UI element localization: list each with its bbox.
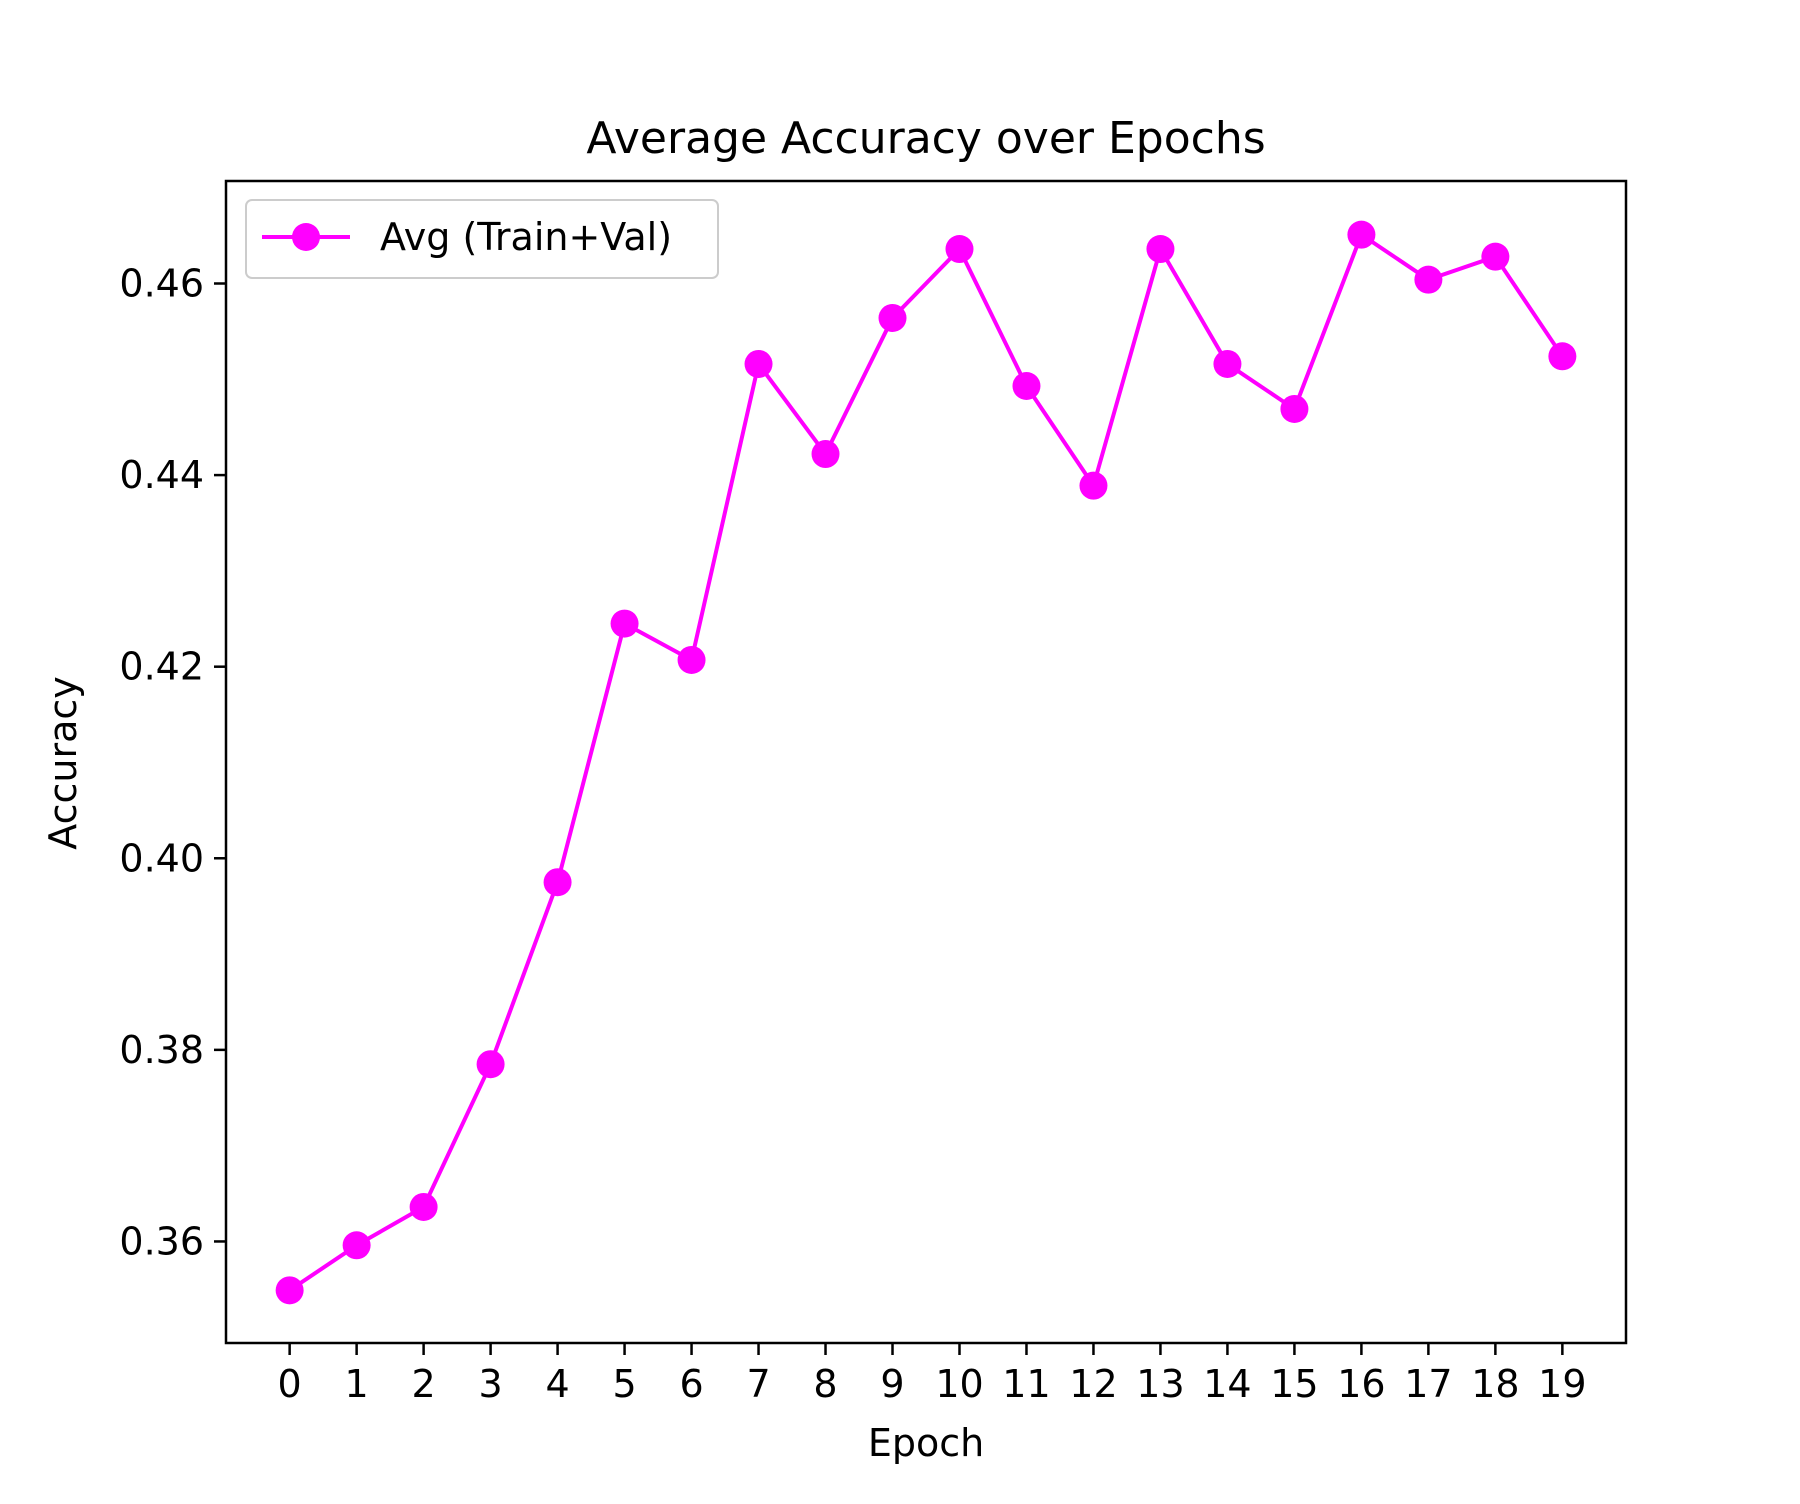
x-tick-label: 19 xyxy=(1538,1362,1586,1406)
x-tick-label: 0 xyxy=(278,1362,302,1406)
data-point xyxy=(409,1192,438,1221)
x-tick-label: 9 xyxy=(880,1362,904,1406)
x-tick-label: 2 xyxy=(412,1362,436,1406)
data-point xyxy=(945,235,974,264)
data-point xyxy=(1146,235,1175,264)
legend-marker xyxy=(292,223,320,251)
data-point xyxy=(1481,242,1510,271)
x-tick-label: 17 xyxy=(1404,1362,1452,1406)
data-point xyxy=(677,645,706,674)
x-tick-label: 5 xyxy=(612,1362,636,1406)
y-axis-label: Accuracy xyxy=(41,676,85,850)
data-point xyxy=(1280,394,1309,423)
x-tick-label: 1 xyxy=(345,1362,369,1406)
x-tick-label: 6 xyxy=(679,1362,703,1406)
x-axis: 0 1 2 3 4 5 6 7 8 9 10 11 12 13 14 15 16 17 18 19 xyxy=(278,1343,1587,1406)
plot-frame xyxy=(224,179,1628,1345)
x-tick-label: 13 xyxy=(1136,1362,1184,1406)
data-point xyxy=(543,868,572,897)
x-tick-label: 18 xyxy=(1471,1362,1519,1406)
plot-area xyxy=(275,220,1577,1305)
data-point xyxy=(1079,471,1108,500)
x-axis-label: Epoch xyxy=(868,1421,984,1465)
data-point xyxy=(275,1276,304,1305)
data-point xyxy=(610,609,639,638)
chart-title: Average Accuracy over Epochs xyxy=(586,113,1265,164)
x-tick-label: 8 xyxy=(813,1362,837,1406)
y-tick-label: 0.42 xyxy=(119,645,204,689)
data-point xyxy=(1548,342,1577,371)
y-tick-label: 0.46 xyxy=(119,262,204,306)
x-tick-label: 15 xyxy=(1270,1362,1318,1406)
y-tick-label: 0.44 xyxy=(119,453,204,497)
data-point xyxy=(1414,265,1443,294)
data-point xyxy=(878,303,907,332)
y-axis: 0.36 0.38 0.40 0.42 0.44 0.46 xyxy=(119,262,226,1263)
x-tick-label: 3 xyxy=(478,1362,502,1406)
x-tick-label: 10 xyxy=(935,1362,983,1406)
data-point xyxy=(476,1050,505,1079)
legend: Avg (Train+Val) xyxy=(245,199,719,279)
series-line xyxy=(288,232,1565,1292)
x-tick-label: 11 xyxy=(1002,1362,1050,1406)
x-tick-label: 4 xyxy=(545,1362,569,1406)
x-tick-label: 7 xyxy=(746,1362,770,1406)
x-tick-label: 16 xyxy=(1337,1362,1385,1406)
data-point xyxy=(811,440,840,469)
y-tick-label: 0.38 xyxy=(119,1028,204,1072)
data-point xyxy=(1213,349,1242,378)
x-tick-label: 14 xyxy=(1203,1362,1251,1406)
x-tick-label: 12 xyxy=(1069,1362,1117,1406)
y-tick-label: 0.36 xyxy=(119,1219,204,1263)
data-point xyxy=(1347,220,1376,249)
legend-label: Avg (Train+Val) xyxy=(380,215,672,259)
y-tick-label: 0.40 xyxy=(119,836,204,880)
data-point xyxy=(1012,372,1041,401)
data-point xyxy=(744,349,773,378)
legend-box xyxy=(245,199,719,279)
data-point xyxy=(342,1231,371,1260)
